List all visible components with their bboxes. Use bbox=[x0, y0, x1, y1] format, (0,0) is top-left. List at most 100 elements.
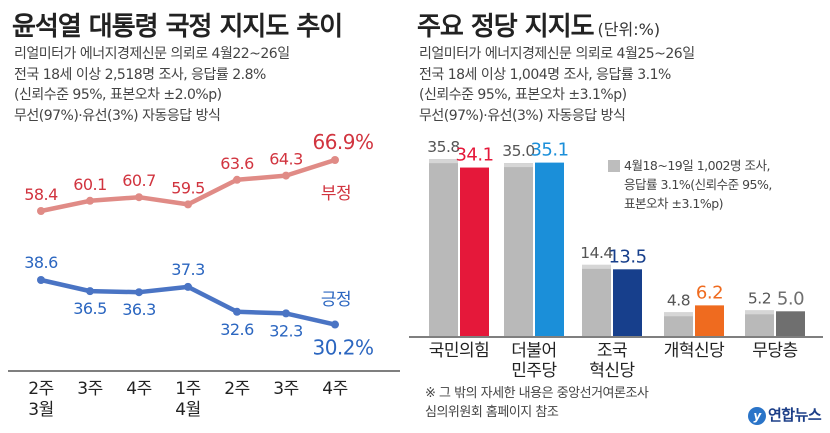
positive-point bbox=[135, 288, 143, 297]
category-label: 개혁신당 bbox=[664, 341, 725, 361]
x-tick-label: 4주 bbox=[126, 379, 151, 399]
positive-point bbox=[282, 309, 290, 318]
survey-line: 무선(97%)·유선(3%) 자동응답 방식 bbox=[419, 107, 626, 124]
legend-line: 4월18~19일 1,002명 조사, bbox=[624, 158, 770, 173]
party-panel: 주요 정당 지지도 (단위:%) 리얼미터가 에너지경제신문 의뢰로 4월25~2… bbox=[405, 0, 830, 433]
category-label: 더불어 bbox=[511, 341, 556, 361]
positive-data-label: 38.6 bbox=[24, 253, 58, 272]
category-label: 혁신당 bbox=[589, 361, 635, 381]
bar-previous-label: 35.0 bbox=[502, 142, 535, 160]
series-label-positive: 긍정 bbox=[321, 290, 351, 310]
approval-panel: 윤석열 대통령 국정 지지도 추이 리얼미터가 에너지경제신문 의뢰로 4월22… bbox=[0, 0, 405, 433]
approval-line-chart: 58.4 60.1 60.7 59.5 63.6 64.3 66.9% 38.6 36.5 36.… bbox=[8, 130, 400, 420]
party-survey-info: 리얼미터가 에너지경제신문 의뢰로 4월25~26일 전국 18세 이상 1,0… bbox=[419, 44, 695, 126]
footnote-line: 심의위원회 홈페이지 참조 bbox=[425, 405, 559, 420]
positive-data-label: 37.3 bbox=[171, 260, 205, 279]
survey-line: (신뢰수준 95%, 표본오차 ±2.0%p) bbox=[14, 87, 222, 103]
positive-point bbox=[233, 307, 241, 316]
party-title-text: 주요 정당 지지도 bbox=[417, 12, 595, 42]
x-tick-label: 2주 bbox=[28, 379, 53, 399]
negative-point bbox=[86, 196, 94, 205]
bar-previous bbox=[745, 310, 774, 336]
bar-current bbox=[776, 311, 805, 336]
bar-previous-label: 35.8 bbox=[427, 138, 460, 156]
negative-point bbox=[184, 200, 192, 209]
x-tick-label: 3월 bbox=[28, 400, 53, 420]
x-tick-label: 3주 bbox=[273, 379, 298, 399]
positive-data-label: 36.5 bbox=[73, 299, 107, 318]
survey-line: 리얼미터가 에너지경제신문 의뢰로 4월25~26일 bbox=[419, 46, 695, 62]
negative-data-label: 60.1 bbox=[73, 175, 107, 194]
bar-previous bbox=[429, 159, 458, 336]
series-label-negative: 부정 bbox=[321, 184, 351, 204]
negative-point bbox=[37, 207, 45, 215]
legend-line: 응답률 3.1%(신뢰수준 95%, bbox=[624, 177, 772, 192]
negative-point bbox=[282, 171, 290, 180]
bar-current-label: 34.1 bbox=[455, 145, 493, 166]
negative-point bbox=[135, 193, 143, 202]
positive-point bbox=[331, 320, 339, 329]
approval-title: 윤석열 대통령 국정 지지도 추이 bbox=[12, 12, 343, 42]
bar-previous-label: 4.8 bbox=[667, 291, 690, 309]
x-tick-label: 2주 bbox=[224, 379, 249, 399]
negative-data-label: 66.9% bbox=[312, 130, 373, 154]
bar-previous bbox=[664, 312, 693, 336]
bar-current bbox=[613, 269, 642, 336]
negative-point bbox=[331, 156, 339, 164]
bar-current-label: 13.5 bbox=[608, 246, 646, 267]
bar-previous-cap bbox=[582, 264, 611, 269]
logo-text: 연합뉴스 bbox=[768, 406, 822, 424]
footnote-line: ※ 그 밖의 자세한 내용은 중앙선거여론조사 bbox=[425, 386, 649, 401]
survey-line: (신뢰수준 95%, 표본오차 ±3.1%p) bbox=[419, 87, 627, 103]
bar-previous-label: 14.4 bbox=[580, 244, 613, 262]
x-tick-label: 4월 bbox=[175, 400, 200, 420]
category-label: 무당층 bbox=[752, 341, 797, 361]
bar-previous-cap bbox=[745, 310, 774, 315]
x-tick-label: 3주 bbox=[77, 379, 102, 399]
category-label: 민주당 bbox=[511, 361, 557, 381]
positive-data-label: 36.3 bbox=[122, 300, 156, 319]
negative-data-label: 63.6 bbox=[220, 154, 254, 173]
negative-data-label: 59.5 bbox=[171, 178, 205, 197]
bar-previous-cap bbox=[664, 312, 693, 317]
negative-data-label: 58.4 bbox=[24, 185, 58, 204]
negative-data-label: 60.7 bbox=[122, 171, 156, 190]
survey-line: 리얼미터가 에너지경제신문 의뢰로 4월22~26일 bbox=[14, 46, 290, 62]
legend-line: 표본오차 ±3.1%p) bbox=[624, 196, 724, 211]
legend-previous-survey: 4월18~19일 1,002명 조사, 응답률 3.1%(신뢰수준 95%, 표… bbox=[608, 156, 824, 213]
bar-previous bbox=[582, 264, 611, 336]
survey-line: 전국 18세 이상 1,004명 조사, 응답률 3.1% bbox=[419, 66, 671, 83]
footnote: ※ 그 밖의 자세한 내용은 중앙선거여론조사 심의위원회 홈페이지 참조 bbox=[425, 384, 649, 422]
yonhap-logo-icon: y bbox=[748, 406, 766, 425]
bar-current bbox=[535, 162, 564, 336]
party-title: 주요 정당 지지도 (단위:%) bbox=[417, 6, 660, 43]
positive-point bbox=[37, 276, 45, 284]
bar-previous-cap bbox=[504, 163, 533, 168]
bar-previous-label: 5.2 bbox=[748, 289, 771, 307]
unit-label: (단위:%) bbox=[597, 20, 661, 39]
positive-point bbox=[86, 287, 94, 296]
category-label: 국민의힘 bbox=[429, 341, 490, 361]
approval-survey-info: 리얼미터가 에너지경제신문 의뢰로 4월22~26일 전국 18세 이상 2,5… bbox=[14, 44, 290, 126]
positive-point bbox=[184, 282, 192, 291]
bar-current-label: 35.1 bbox=[530, 140, 568, 161]
negative-data-label: 64.3 bbox=[269, 150, 303, 169]
bar-current bbox=[460, 167, 489, 336]
survey-line: 전국 18세 이상 2,518명 조사, 응답률 2.8% bbox=[14, 66, 266, 83]
bar-previous bbox=[504, 163, 533, 336]
survey-line: 무선(97%)·유선(3%) 자동응답 방식 bbox=[14, 107, 221, 124]
bar-current-label: 5.0 bbox=[777, 288, 804, 309]
bar-previous-cap bbox=[429, 159, 458, 164]
x-tick-label: 1주 bbox=[175, 379, 200, 399]
legend-swatch bbox=[608, 160, 620, 172]
category-label: 조국 bbox=[597, 341, 627, 361]
positive-data-label: 32.6 bbox=[220, 320, 254, 339]
bar-current bbox=[695, 305, 724, 336]
negative-point bbox=[233, 175, 241, 184]
bar-current-label: 6.2 bbox=[696, 282, 723, 303]
positive-data-label: 32.3 bbox=[269, 321, 303, 340]
positive-data-label: 30.2% bbox=[312, 336, 373, 360]
x-tick-label: 4주 bbox=[322, 379, 347, 399]
yonhap-logo: y 연합뉴스 bbox=[748, 404, 822, 425]
